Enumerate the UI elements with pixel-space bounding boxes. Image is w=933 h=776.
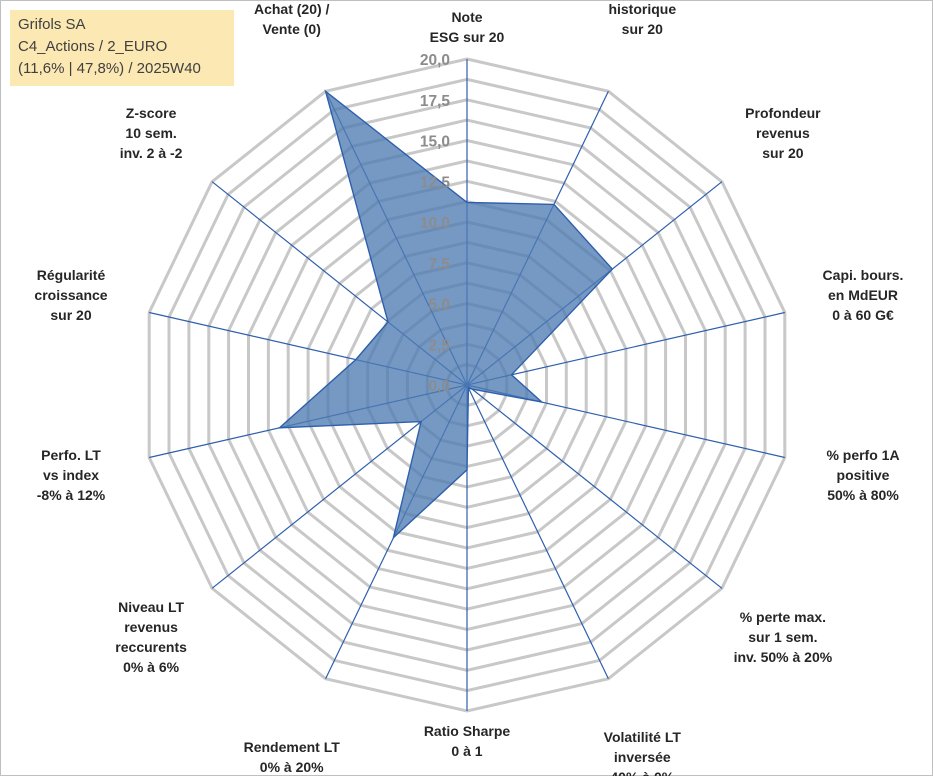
tick-label: 17,5 [420, 93, 451, 110]
axis-label: Z-score 10 sem. inv. 2 à -2 [120, 105, 183, 161]
axis-label-line: positive [837, 467, 890, 483]
axis-label-line: Profondeur [745, 105, 821, 121]
tick-label: 2,5 [428, 337, 450, 354]
tick-label: 10,0 [420, 215, 450, 232]
axis-label-line: Vente (0) [263, 21, 321, 37]
axis-label-line: sur 20 [622, 21, 663, 37]
axis-label-line: Régularité [37, 267, 106, 283]
axis-label-line: revenus [124, 619, 178, 635]
axis-label-line: Volatilité LT [604, 729, 682, 745]
axis-label-line: Z-score [126, 105, 177, 121]
radial-tick-labels: 0,0 2,5 5,0 7,5 10,0 12,5 15,0 17,5 20,0 [420, 52, 451, 395]
axis-spoke [466, 384, 609, 679]
category-line: C4_Actions / 2_EURO [18, 38, 168, 55]
axis-label-line: sur 20 [762, 145, 803, 161]
axis-label-line: 0 à 60 G€ [832, 307, 894, 323]
axis-label-line: 0 à 1 [451, 743, 482, 759]
axis-spoke [466, 384, 723, 589]
axis-label-line: % perte max. [740, 609, 826, 625]
axis-spoke [466, 311, 785, 386]
axis-label-line: sur 1 sem. [748, 629, 817, 645]
tick-label: 20,0 [420, 52, 450, 69]
axis-label-line: historique [608, 1, 676, 17]
axis-label-line: inversée [614, 749, 671, 765]
axis-label: Rendement LT 0% à 20% [244, 739, 341, 775]
axis-label-line: 10 sem. [125, 125, 176, 141]
axis-label-line: Note [451, 9, 482, 25]
axis-label-line: 40% à 0% [610, 769, 674, 776]
axis-label: Profondeurhistoriquesur 20 [605, 0, 681, 37]
axis-label-line: 0% à 6% [123, 659, 180, 675]
axis-label-line: Niveau LT [118, 599, 184, 615]
axis-labels: Note ESG sur 20 Profondeur historique sur 20… [34, 0, 904, 776]
axis-label: MomentumAchat (20) /Vente (0) [254, 0, 330, 37]
tick-label: 7,5 [428, 256, 450, 273]
axis-label-line: 50% à 80% [827, 487, 899, 503]
axis-label: Niveau LT revenus reccurents 0% à 6% [115, 599, 187, 675]
info-box: Grifols SA C4_Actions / 2_EURO (11,6% | … [10, 10, 234, 86]
axis-label-line: Rendement LT [244, 739, 341, 755]
axis-label-line: -8% à 12% [37, 487, 106, 503]
stats-week-line: (11,6% | 47,8%) / 2025W40 [18, 60, 201, 77]
tick-label: 5,0 [428, 297, 450, 314]
axis-label-line: reccurents [115, 639, 187, 655]
tick-label: 15,0 [420, 134, 450, 151]
axis-label-line: Perfo. LT [41, 447, 101, 463]
axis-label: % perte max. sur 1 sem. inv. 50% à 20% [734, 609, 833, 665]
axis-label-line: ESG sur 20 [430, 29, 505, 45]
axis-label-line: croissance [34, 287, 107, 303]
axis-label-line: sur 20 [50, 307, 91, 323]
tick-label: 12,5 [420, 174, 451, 191]
tick-label: 0,0 [428, 378, 450, 395]
axis-label: Note ESG sur 20 [430, 9, 505, 45]
axis-label-line: en MdEUR [828, 287, 898, 303]
axis-label-line: 0% à 20% [260, 759, 324, 775]
axis-label: Volatilité LT inversée 40% à 0% [604, 729, 682, 776]
axis-label-line: % perfo 1A [826, 447, 899, 463]
data-area-layer [277, 89, 614, 540]
axis-label-line: Capi. bours. [823, 267, 904, 283]
axis-label: Profondeur revenus sur 20 [745, 105, 821, 161]
axis-label-line: inv. 50% à 20% [734, 649, 833, 665]
axis-label: Ratio Sharpe 0 à 1 [424, 723, 511, 759]
axis-label: % perfo 1A positive 50% à 80% [826, 447, 899, 503]
axis-label-line: inv. 2 à -2 [120, 145, 183, 161]
axis-label-line: Ratio Sharpe [424, 723, 511, 739]
axis-label-line: Achat (20) / [254, 1, 330, 17]
axis-label-line: revenus [756, 125, 810, 141]
axis-label: Régularité croissance sur 20 [34, 267, 107, 323]
data-area [277, 89, 614, 540]
axis-label-line: vs index [43, 467, 99, 483]
company-name: Grifols SA [18, 16, 86, 33]
axis-label: Perfo. LT vs index -8% à 12% [37, 447, 106, 503]
axis-label: Capi. bours. en MdEUR 0 à 60 G€ [823, 267, 904, 323]
